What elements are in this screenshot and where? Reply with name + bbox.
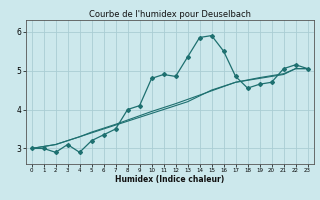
X-axis label: Humidex (Indice chaleur): Humidex (Indice chaleur) bbox=[115, 175, 224, 184]
Title: Courbe de l'humidex pour Deuselbach: Courbe de l'humidex pour Deuselbach bbox=[89, 10, 251, 19]
